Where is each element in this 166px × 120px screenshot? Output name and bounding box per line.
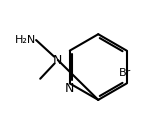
Text: N: N — [53, 54, 62, 66]
Text: H₂N: H₂N — [15, 35, 36, 45]
Text: N: N — [65, 82, 75, 95]
Text: Br: Br — [119, 68, 132, 78]
